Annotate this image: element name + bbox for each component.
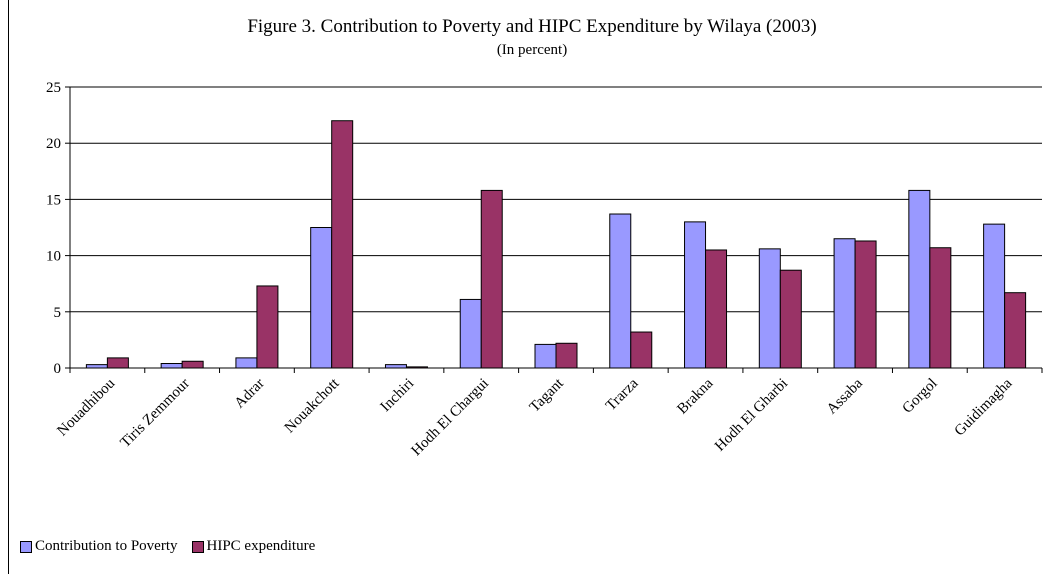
x-tick-label: Hodh El Chargui bbox=[408, 376, 492, 460]
x-tick-label: Inchiri bbox=[378, 376, 418, 416]
legend-swatch-contribution bbox=[20, 540, 32, 553]
bar-hipc-expenditure bbox=[1004, 292, 1027, 369]
bar-contribution-to-poverty bbox=[384, 364, 407, 369]
bar-contribution-to-poverty bbox=[534, 343, 557, 369]
bar-contribution-to-poverty bbox=[160, 363, 183, 369]
gridlines bbox=[70, 86, 1042, 313]
bar-hipc-expenditure bbox=[929, 247, 952, 369]
legend-label-hipc: HIPC expenditure bbox=[206, 538, 316, 554]
bar-hipc-expenditure bbox=[331, 120, 354, 369]
bar-hipc-expenditure bbox=[480, 189, 503, 369]
x-tick-label: Brakna bbox=[674, 375, 716, 417]
bar-hipc-expenditure bbox=[555, 342, 578, 369]
y-tick-label: 10 bbox=[46, 249, 61, 265]
legend-label-contribution: Contribution to Poverty bbox=[35, 538, 178, 554]
x-tick-label: Adrar bbox=[232, 376, 268, 412]
bar-contribution-to-poverty bbox=[833, 238, 856, 369]
x-tick-label: Tiris Zemmour bbox=[118, 376, 193, 451]
bar-contribution-to-poverty bbox=[684, 221, 707, 369]
bar-contribution-to-poverty bbox=[459, 298, 482, 369]
bar-contribution-to-poverty bbox=[609, 213, 632, 369]
y-tick-label: 0 bbox=[54, 361, 62, 377]
bar-hipc-expenditure bbox=[705, 249, 728, 369]
bar-hipc-expenditure bbox=[779, 269, 802, 369]
bar-contribution-to-poverty bbox=[235, 357, 258, 369]
x-tick-label: Assaba bbox=[824, 375, 866, 417]
y-tick-label: 25 bbox=[46, 80, 61, 96]
chart-frame bbox=[8, 0, 1064, 574]
bar-contribution-to-poverty bbox=[983, 223, 1006, 369]
x-tick-label: Nouakchott bbox=[282, 375, 343, 436]
bars bbox=[85, 120, 1027, 369]
bar-hipc-expenditure bbox=[106, 357, 129, 369]
x-tick-label: Nouadhibou bbox=[54, 375, 118, 439]
y-tick-label: 5 bbox=[54, 305, 62, 321]
x-tick-label: Guidimagha bbox=[952, 375, 1016, 439]
bar-hipc-expenditure bbox=[630, 331, 653, 369]
axes bbox=[65, 86, 1043, 373]
bar-hipc-expenditure bbox=[854, 240, 877, 369]
chart-title: Figure 3. Contribution to Poverty and HI… bbox=[247, 16, 817, 37]
y-tick-label: 15 bbox=[46, 192, 61, 208]
bar-contribution-to-poverty bbox=[85, 364, 108, 369]
x-tick-label: Hodh El Gharbi bbox=[712, 376, 791, 455]
bar-contribution-to-poverty bbox=[908, 189, 931, 369]
bar-hipc-expenditure bbox=[256, 285, 279, 369]
chart-subtitle: (In percent) bbox=[496, 42, 568, 58]
bar-contribution-to-poverty bbox=[758, 248, 781, 369]
legend-item-hipc: HIPC expenditure bbox=[191, 538, 316, 555]
x-tick-label: Tagant bbox=[527, 375, 568, 416]
legend-item-contribution: Contribution to Poverty bbox=[20, 538, 178, 555]
x-tick-label: Gorgol bbox=[899, 376, 940, 417]
bar-contribution-to-poverty bbox=[310, 227, 333, 369]
x-tick-label: Trarza bbox=[603, 375, 642, 414]
y-tick-label: 20 bbox=[46, 136, 61, 152]
legend: Contribution to Poverty HIPC expenditure bbox=[20, 538, 329, 555]
legend-swatch-hipc bbox=[191, 540, 204, 553]
bar-hipc-expenditure bbox=[181, 360, 204, 369]
